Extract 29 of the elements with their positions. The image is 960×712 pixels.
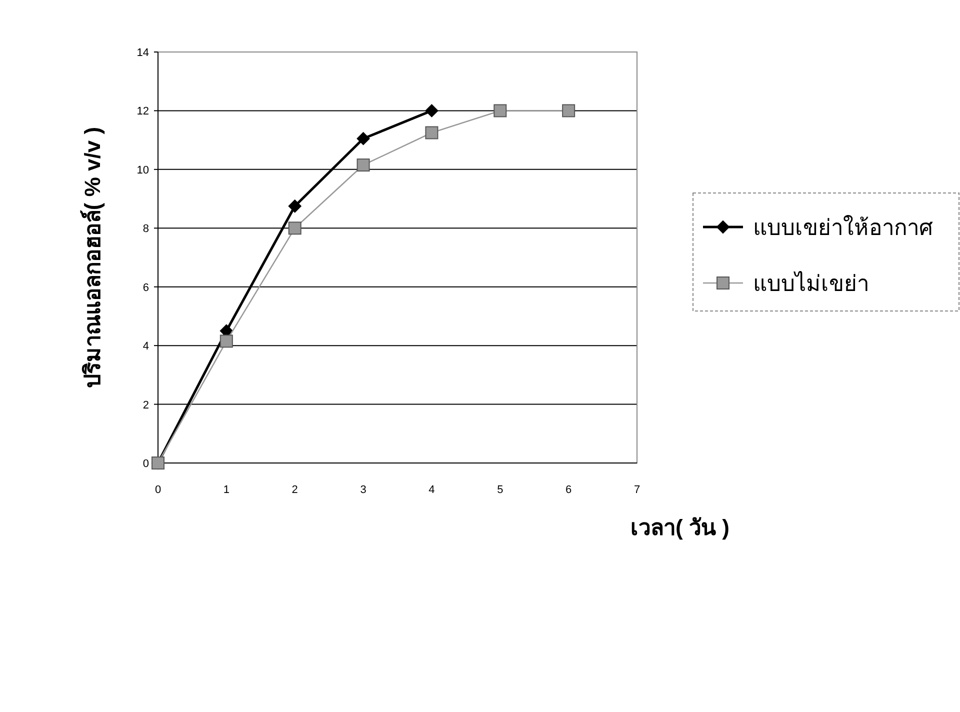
x-tick-label: 0: [154, 484, 162, 496]
legend-label: แบบไม่เขย่า: [753, 271, 869, 296]
y-tick-label: 8: [142, 223, 149, 236]
y-axis-title: ปริมาณแอลกอฮอล์( % v/v ): [80, 126, 105, 388]
point: [356, 132, 370, 146]
x-tick-label: 5: [497, 484, 504, 496]
x-tick-label: 1: [223, 484, 230, 496]
y-tick-label: 0: [142, 458, 149, 470]
x-tick-label: 4: [428, 484, 435, 496]
point: [220, 334, 233, 348]
point: [425, 126, 438, 140]
legend-label: แบบเขย่าให้อากาศ: [753, 215, 933, 240]
x-axis-title: เวลา( วัน ): [630, 515, 730, 540]
x-tick-label: 2: [292, 484, 298, 496]
y-tick-label: 12: [136, 106, 149, 118]
point: [288, 222, 302, 235]
x-tick-label: 7: [634, 484, 640, 496]
point: [425, 104, 438, 118]
y-tick-label: 10: [136, 164, 149, 176]
y-tick-label: 4: [142, 340, 149, 353]
point: [562, 104, 576, 118]
x-tick-label: 6: [566, 484, 572, 496]
point: [494, 104, 507, 118]
y-tick-label: 2: [142, 399, 149, 412]
y-tick-label: 6: [142, 282, 149, 294]
y-tick-label: 14: [136, 47, 149, 59]
x-tick-label: 3: [360, 484, 366, 496]
point: [288, 200, 302, 213]
point: [356, 158, 370, 172]
